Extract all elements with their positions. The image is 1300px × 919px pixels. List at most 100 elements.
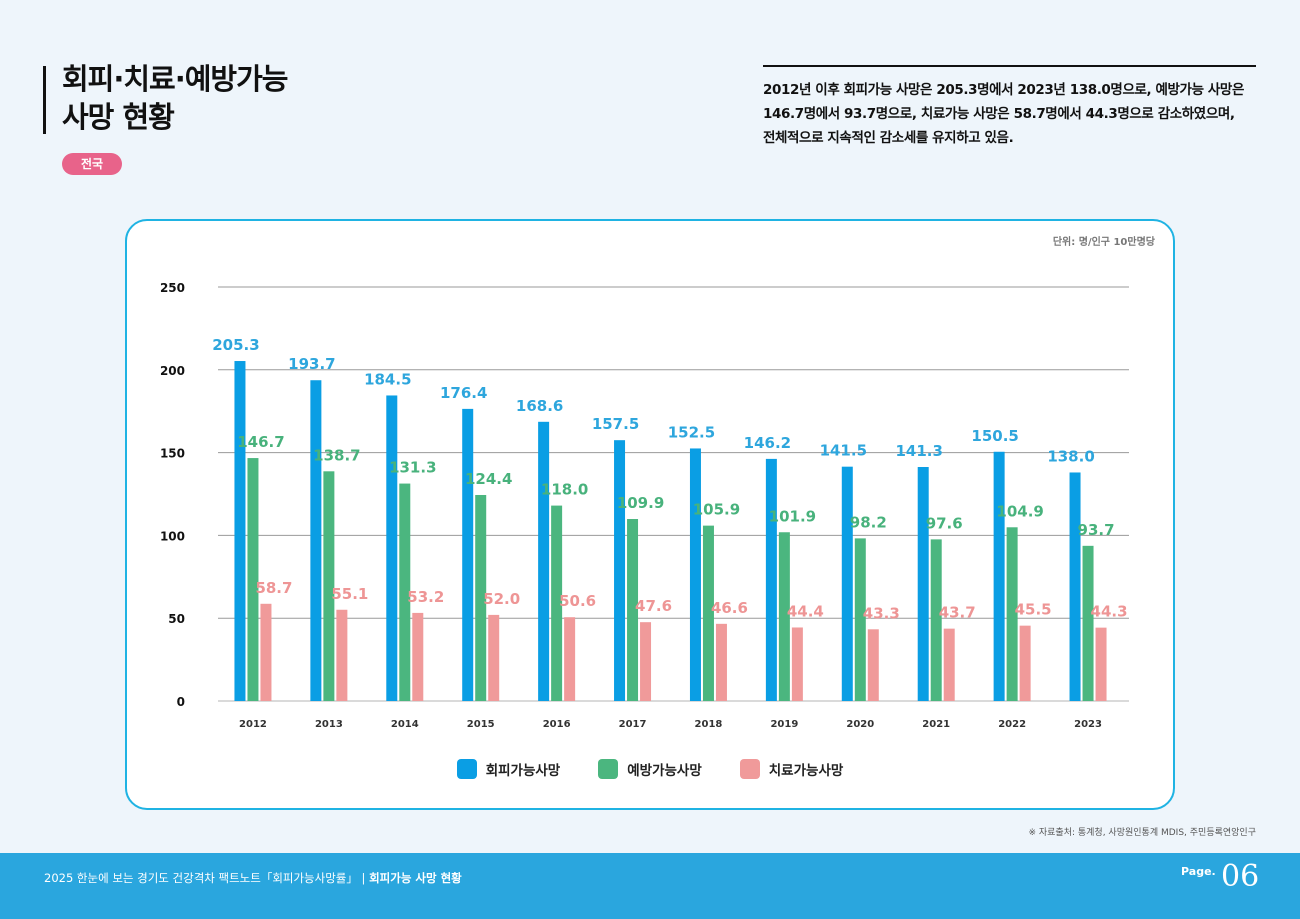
data-label: 118.0 [541, 481, 588, 499]
footer-section-title: 회피가능 사망 현황 [369, 871, 462, 885]
bar [640, 622, 652, 701]
bar [841, 466, 853, 701]
data-label: 138.7 [313, 446, 360, 464]
bar [854, 538, 866, 701]
y-tick-label: 100 [160, 529, 185, 543]
bar [1069, 472, 1081, 701]
y-tick-label: 50 [168, 612, 185, 626]
bar [917, 467, 929, 701]
data-label: 104.9 [996, 502, 1043, 520]
bar [943, 628, 955, 701]
footer-publication-title: 2025 한눈에 보는 경기도 건강격차 팩트노트「회피가능사망률」 | [44, 871, 366, 885]
data-label: 93.7 [1078, 521, 1115, 539]
bar [993, 451, 1005, 701]
data-label: 124.4 [465, 470, 512, 488]
summary-line: 146.7명에서 93.7명으로, 치료가능 사망은 58.7명에서 44.3명… [763, 106, 1235, 122]
data-label: 44.3 [1091, 603, 1128, 621]
legend-label: 회피가능사망 [485, 763, 561, 779]
data-label: 58.7 [255, 579, 292, 597]
legend: 회피가능사망 예방가능사망 치료가능사망 [127, 759, 1173, 779]
bar [538, 421, 550, 701]
data-label: 146.2 [744, 434, 791, 452]
x-tick-label: 2014 [391, 719, 419, 730]
data-label: 101.9 [769, 507, 816, 525]
bar [234, 361, 246, 701]
x-tick-label: 2022 [998, 719, 1026, 730]
region-badge: 전국 [62, 153, 122, 175]
y-tick-label: 250 [160, 281, 185, 295]
bar [791, 627, 803, 701]
x-tick-label: 2017 [619, 719, 647, 730]
data-label: 131.3 [389, 459, 436, 477]
bar [462, 408, 474, 701]
bar [778, 532, 790, 701]
x-tick-label: 2019 [770, 719, 798, 730]
x-tick-label: 2021 [922, 719, 950, 730]
y-tick-label: 150 [160, 447, 185, 461]
x-tick-label: 2023 [1074, 719, 1102, 730]
chart-card: 단위: 명/인구 10만명당 0 50 100 150 200 250 205.3 146.7… [125, 219, 1175, 810]
data-label: 152.5 [668, 423, 715, 441]
x-tick-label: 2015 [467, 719, 495, 730]
bar [551, 505, 563, 701]
bar [702, 525, 714, 701]
x-tick-label: 2012 [239, 719, 267, 730]
legend-label: 치료가능사망 [768, 763, 844, 779]
bar [475, 494, 487, 701]
unit-label: 단위: 명/인구 10만명당 [1052, 237, 1155, 248]
bar [1095, 627, 1107, 701]
summary-line: 2012년 이후 회피가능 사망은 205.3명에서 2023년 138.0명으… [763, 82, 1244, 98]
bar [412, 612, 424, 701]
data-label: 150.5 [971, 427, 1018, 445]
bar [689, 448, 701, 701]
bar [1019, 625, 1031, 701]
bar [930, 539, 942, 701]
bar [310, 380, 322, 701]
summary-line: 전체적으로 지속적인 감소세를 유지하고 있음. [763, 130, 1014, 146]
bar [627, 519, 639, 701]
data-label: 43.3 [863, 604, 900, 622]
data-label: 138.0 [1047, 447, 1094, 465]
bar [867, 629, 879, 701]
data-label: 44.4 [787, 602, 824, 620]
legend-swatch [598, 759, 619, 779]
footer: 2025 한눈에 보는 경기도 건강격차 팩트노트「회피가능사망률」 | 회피가… [0, 853, 1300, 919]
y-tick-label: 0 [177, 695, 185, 709]
x-tick-label: 2018 [695, 719, 723, 730]
x-tick-label: 2016 [543, 719, 571, 730]
data-label: 193.7 [288, 355, 335, 373]
bar [386, 395, 398, 701]
data-label: 184.5 [364, 370, 411, 388]
bar [488, 614, 500, 701]
bar [399, 483, 411, 701]
bar [715, 623, 727, 701]
source-note: ※ 자료출처: 통계청, 사망원인통계 MDIS, 주민등록연앙인구 [1028, 828, 1256, 838]
x-tick-label: 2020 [846, 719, 874, 730]
legend-swatch [739, 759, 760, 779]
page-number: 06 [1221, 859, 1260, 894]
data-label: 50.6 [559, 592, 596, 610]
data-label: 146.7 [237, 433, 284, 451]
bar [247, 458, 259, 701]
legend-item-avoidable: 회피가능사망 [456, 759, 561, 779]
data-label: 53.2 [407, 588, 444, 606]
bar-chart: 0 50 100 150 200 250 205.3 146.7 58.7 2012 193.7 13… [160, 281, 1129, 730]
footer-publication: 2025 한눈에 보는 경기도 건강격차 팩트노트「회피가능사망률」 | 회피가… [44, 870, 462, 886]
data-label: 141.3 [895, 442, 942, 460]
bar [1082, 545, 1094, 701]
data-label: 45.5 [1015, 601, 1052, 619]
data-label: 205.3 [212, 336, 259, 354]
bar [336, 609, 348, 701]
data-label: 168.6 [516, 397, 563, 415]
page-title: 회피·치료·예방가능 사망 현황 [62, 62, 288, 134]
legend-label: 예방가능사망 [627, 763, 702, 779]
data-label: 141.5 [820, 442, 867, 460]
bar [323, 471, 335, 701]
x-tick-label: 2013 [315, 719, 343, 730]
data-label: 109.9 [617, 494, 664, 512]
summary-divider [763, 65, 1256, 67]
bar [260, 603, 272, 701]
legend-swatch [456, 759, 477, 779]
data-label: 105.9 [693, 501, 740, 519]
bar [564, 617, 576, 701]
